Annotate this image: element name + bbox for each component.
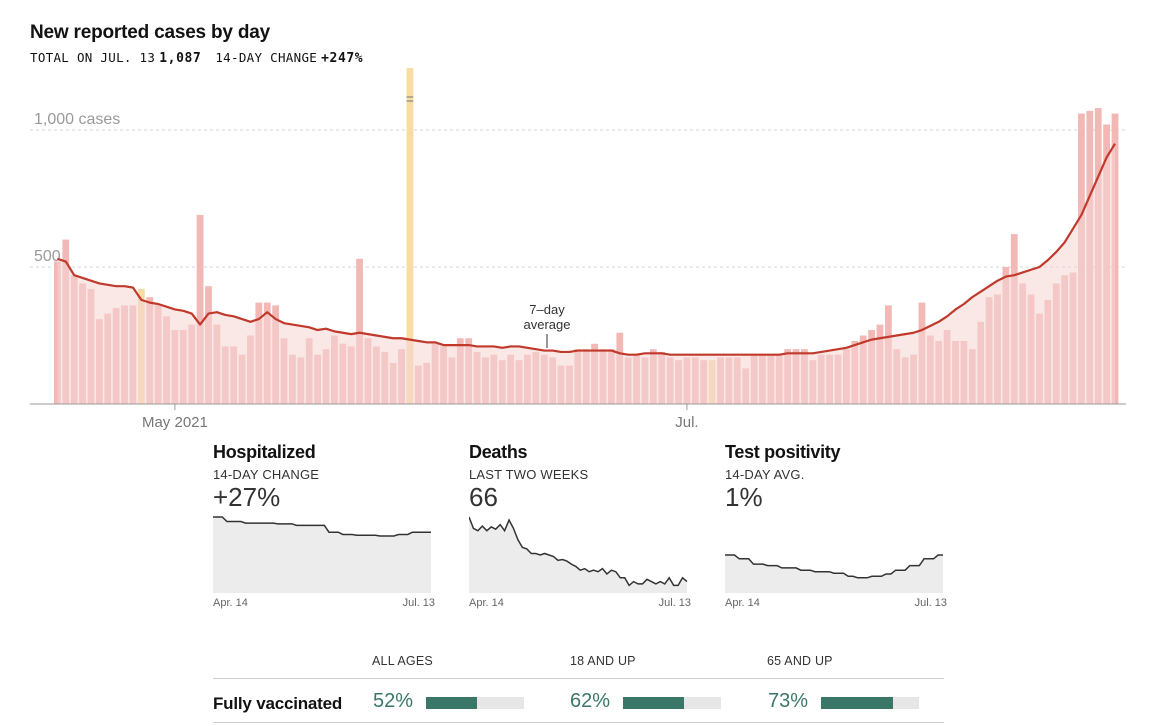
mini-date-end: Jul. 13 bbox=[914, 597, 947, 609]
annotation-7day: 7–day average bbox=[524, 302, 571, 348]
mini-title: Test positivity bbox=[725, 442, 841, 462]
vax-divider-bottom bbox=[213, 722, 944, 723]
annotation-line1: 7–day bbox=[529, 302, 565, 317]
mini-date-end: Jul. 13 bbox=[658, 597, 691, 609]
average-area bbox=[57, 143, 1115, 404]
vax-row-label: Fully vaccinated bbox=[213, 694, 343, 713]
mini-sparkline bbox=[469, 516, 688, 593]
vax-bar-65-up bbox=[821, 697, 919, 709]
bar bbox=[356, 258, 363, 404]
change-value: +247% bbox=[321, 51, 364, 66]
mini-subtitle: LAST TWO WEEKS bbox=[469, 467, 589, 482]
mini-date-end: Jul. 13 bbox=[402, 597, 435, 609]
vax-header-all-ages: ALL AGES bbox=[372, 654, 433, 668]
mini-date-start: Apr. 14 bbox=[725, 597, 760, 609]
vax-bar-all-ages bbox=[426, 697, 524, 709]
vax-header-65-up: 65 AND UP bbox=[767, 654, 833, 668]
mini-date-start: Apr. 14 bbox=[469, 597, 504, 609]
vax-divider-top bbox=[213, 678, 944, 679]
mini-chart-hospitalized: Hospitalized 14-DAY CHANGE +27% Apr. 14 Jul.… bbox=[213, 442, 443, 609]
mini-subtitle: 14-DAY CHANGE bbox=[213, 467, 320, 482]
mini-date-start: Apr. 14 bbox=[213, 597, 248, 609]
y-tick-500: 500 bbox=[34, 248, 61, 265]
mini-subtitle: 14-DAY AVG. bbox=[725, 467, 805, 482]
average-line bbox=[57, 143, 1116, 356]
sparkline-line bbox=[469, 516, 688, 587]
mini-value: 1% bbox=[725, 482, 763, 512]
x-tick-label: Jul. bbox=[675, 414, 698, 431]
change-label: 14-DAY CHANGE bbox=[215, 50, 318, 65]
annotation-line2: average bbox=[524, 317, 571, 332]
x-tick-label: May 2021 bbox=[142, 414, 208, 431]
header-stats: TOTAL ON JUL. 13 1,087 14-DAY CHANGE +247% bbox=[30, 50, 363, 66]
vax-pct-65-up: 73% bbox=[768, 690, 809, 712]
mini-value: +27% bbox=[213, 482, 281, 512]
vax-bar-18-up bbox=[623, 697, 721, 709]
sparkline-line bbox=[213, 516, 431, 537]
mini-chart-deaths: Deaths LAST TWO WEEKS 66 Apr. 14 Jul. 13 bbox=[469, 442, 699, 609]
y-tick-1000: 1,000 cases bbox=[34, 111, 120, 128]
mini-sparkline bbox=[213, 516, 431, 593]
mini-value: 66 bbox=[469, 482, 498, 512]
vax-pct-18-up: 62% bbox=[570, 690, 611, 712]
mini-chart-test-positivity: Test positivity 14-DAY AVG. 1% Apr. 14 Jul. … bbox=[725, 442, 955, 609]
total-value: 1,087 bbox=[159, 51, 202, 66]
mini-title: Deaths bbox=[469, 442, 528, 462]
sparkline-line bbox=[725, 554, 943, 579]
sparkline-area bbox=[725, 555, 943, 593]
vax-bar-fill bbox=[821, 697, 893, 709]
sparkline-area bbox=[469, 517, 687, 593]
bar bbox=[406, 68, 414, 404]
x-ticks: May 2021 Jul. bbox=[142, 404, 699, 431]
bar bbox=[1111, 113, 1119, 404]
mini-sparkline bbox=[725, 554, 943, 593]
vax-bar-fill bbox=[623, 697, 684, 709]
sparkline-area bbox=[213, 517, 431, 593]
vax-header-18-up: 18 AND UP bbox=[570, 654, 636, 668]
chart-title: New reported cases by day bbox=[30, 22, 270, 43]
vax-pct-all-ages: 52% bbox=[373, 690, 414, 712]
vax-bar-fill bbox=[426, 697, 477, 709]
bar bbox=[196, 214, 204, 404]
gridlines bbox=[30, 129, 1126, 268]
mini-title: Hospitalized bbox=[213, 442, 316, 462]
total-label: TOTAL ON JUL. 13 bbox=[30, 50, 156, 65]
bar bbox=[54, 261, 61, 404]
cases-chart: 1,000 cases 500 May 2021 Jul. 7–day avera… bbox=[30, 68, 1126, 431]
